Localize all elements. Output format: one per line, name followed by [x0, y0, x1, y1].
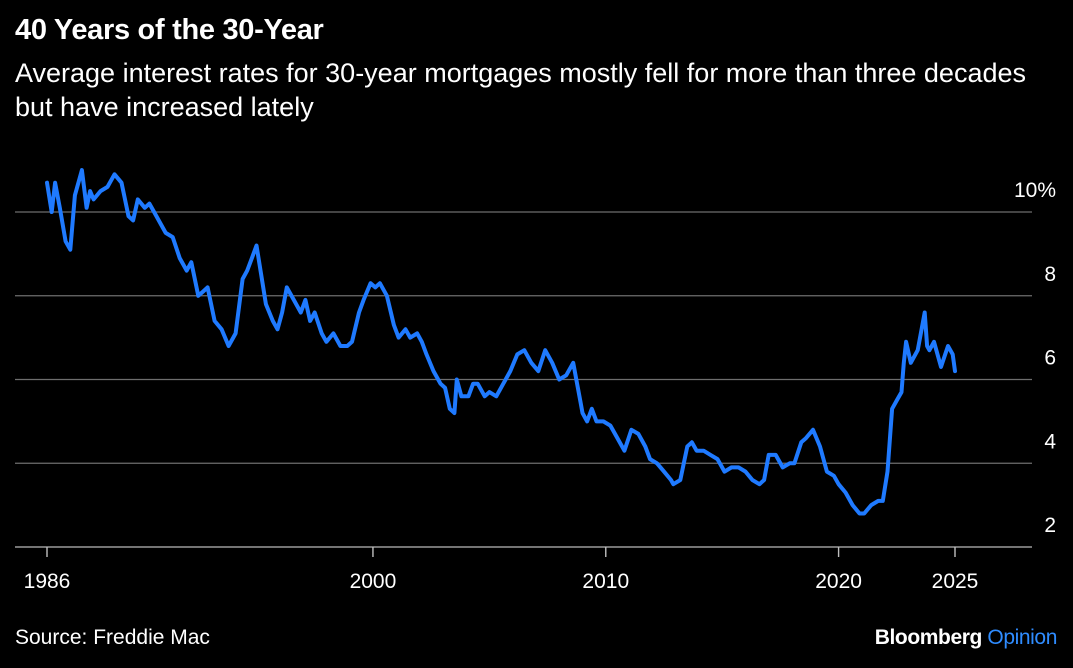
y-tick-label: 4	[1044, 430, 1056, 453]
x-tick-label: 2025	[932, 570, 979, 593]
x-tick-label: 2020	[815, 570, 862, 593]
x-axis: 1986 2000 2010 2020 2025	[24, 547, 979, 593]
y-axis-labels: 2 4 6 8 10%	[1014, 179, 1056, 537]
bloomberg-opinion-logo: Bloomberg Opinion	[874, 626, 1058, 650]
brand-name: Bloomberg	[874, 626, 983, 649]
source-note: Source: Freddie Mac	[15, 626, 210, 649]
y-tick-label: 8	[1044, 263, 1056, 286]
y-tick-label: 10%	[1014, 179, 1056, 202]
y-tick-label: 6	[1044, 347, 1056, 370]
grid-lines	[15, 211, 1032, 548]
x-tick-label: 2010	[582, 570, 629, 593]
mortgage-rate-line	[45, 168, 957, 516]
x-tick-label: 2000	[350, 570, 397, 593]
chart-subtitle: Average interest rates for 30-year mortg…	[15, 58, 1026, 122]
series-layer	[45, 168, 957, 516]
brand-suffix: Opinion	[987, 626, 1057, 649]
x-tick-label: 1986	[24, 570, 71, 593]
y-tick-label: 2	[1044, 514, 1056, 537]
chart-title: 40 Years of the 30-Year	[15, 14, 324, 46]
